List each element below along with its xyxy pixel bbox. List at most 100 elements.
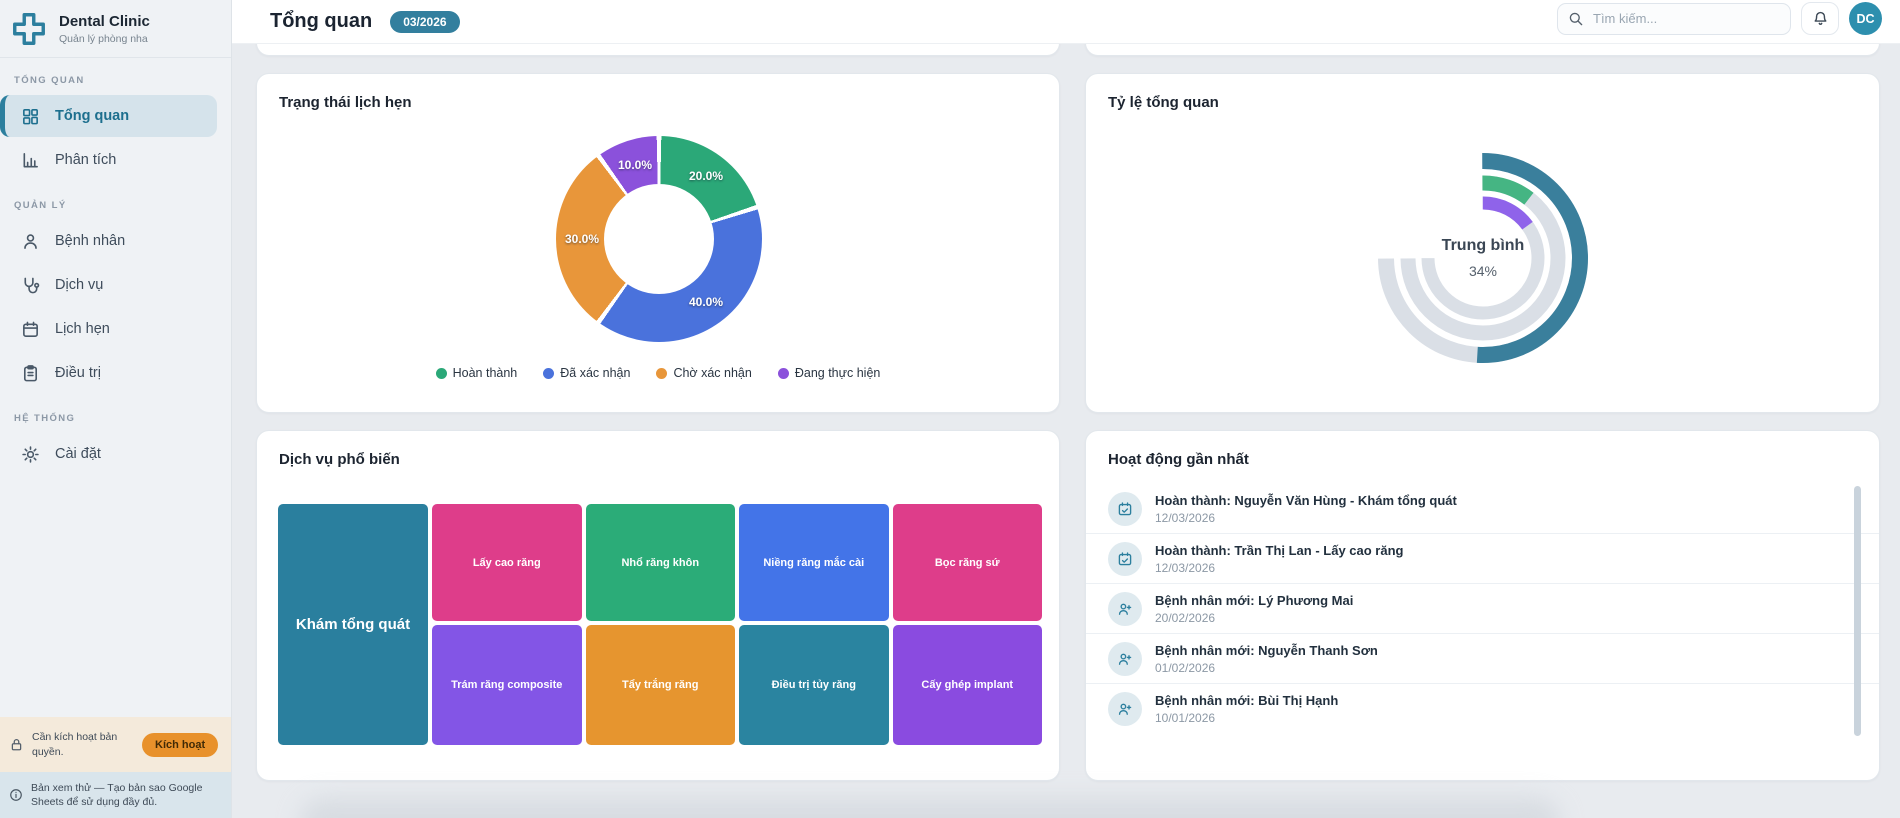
card-title: Trạng thái lịch hẹn	[279, 94, 412, 111]
activity-list-item: Bệnh nhân mới: Lý Phương Mai 20/02/2026	[1086, 584, 1879, 634]
legend-item: Đang thực hiện	[777, 366, 881, 380]
gauge-label: Trung bình	[1441, 237, 1525, 254]
activity-scrollbar[interactable]	[1854, 486, 1861, 736]
treemap-cell: Tẩy trắng răng	[585, 625, 735, 745]
legend-label: Hoàn thành	[452, 366, 518, 380]
license-notice: Cần kích hoạt bản quyền. Kích hoạt	[0, 717, 231, 772]
sidebar-item-phan-tich[interactable]: Phân tích	[0, 139, 217, 181]
sidebar-item-lich-hen[interactable]: Lịch hẹn	[0, 308, 217, 350]
treemap-cell: Nhổ răng khôn	[585, 504, 735, 621]
radial-gauge-chart: Trung bình 34%	[1373, 148, 1593, 368]
legend-label: Đang thực hiện	[794, 366, 881, 380]
app-name: Dental Clinic	[59, 13, 150, 31]
medical-cross-icon	[13, 13, 45, 45]
legend-item: Chờ xác nhận	[656, 366, 752, 380]
search-input[interactable]	[1557, 2, 1791, 35]
trial-text: Bản xem thử — Tạo bản sao Google Sheets …	[31, 781, 203, 808]
overview-ratio-card: Tỷ lệ tổng quan Trung bình 34%	[1085, 73, 1880, 413]
activity-date: 12/03/2026	[1155, 560, 1216, 575]
sidebar-item-cai-dat[interactable]: Cài đặt	[0, 433, 217, 475]
legend-item: Đã xác nhận	[543, 366, 630, 380]
sidebar-item-label: Lịch hẹn	[55, 321, 110, 337]
card-title: Dịch vụ phổ biến	[279, 451, 400, 468]
person-icon	[24, 233, 37, 249]
bottom-shadow-blob	[300, 798, 1560, 818]
activity-title: Bệnh nhân mới: Nguyễn Thanh Sơn	[1155, 642, 1378, 658]
treemap-cell: Khám tổng quát	[278, 504, 428, 745]
calendar-check-icon	[1108, 491, 1142, 526]
treemap-cell: Niềng răng mắc cài	[739, 504, 889, 621]
sidebar-item-tong-quan[interactable]: Tổng quan	[0, 95, 217, 137]
sidebar-item-dieu-tri[interactable]: Điều trị	[0, 352, 217, 394]
bar-chart-icon	[23, 152, 38, 167]
dashboard-icon	[23, 108, 38, 124]
sidebar: Dental Clinic Quản lý phòng nha TỔNG QUA…	[0, 0, 232, 818]
lock-icon	[11, 739, 22, 751]
treemap-cell: Bọc răng sứ	[892, 504, 1042, 621]
recent-activity-card: Hoạt động gần nhất Hoàn thành: Nguyễn Vă…	[1085, 430, 1880, 781]
search-box	[1557, 2, 1791, 35]
legend-label: Đã xác nhận	[560, 366, 631, 380]
section-label-system: HỆ THỐNG	[14, 413, 76, 424]
legend-dot	[656, 367, 668, 379]
calendar-icon	[23, 321, 38, 337]
section-label-overview: TỔNG QUAN	[14, 75, 85, 86]
activity-list-item: Bệnh nhân mới: Bùi Thị Hạnh 10/01/2026	[1086, 684, 1879, 734]
sidebar-item-label: Dịch vụ	[55, 277, 104, 293]
notifications-button[interactable]	[1801, 2, 1839, 35]
sidebar-item-label: Cài đặt	[55, 446, 101, 462]
stethoscope-icon	[24, 277, 40, 293]
appointment-status-card: Trạng thái lịch hẹn 20.0% 40.0% 30.0% 10…	[256, 73, 1060, 413]
page-title: Tổng quan	[270, 10, 373, 32]
activity-date: 12/03/2026	[1155, 510, 1216, 525]
activity-date: 01/02/2026	[1155, 660, 1216, 675]
treemap-cell: Lấy cao răng	[432, 504, 582, 621]
search-icon	[1569, 12, 1583, 25]
sidebar-item-dich-vu[interactable]: Dịch vụ	[0, 264, 217, 306]
activity-title: Hoàn thành: Nguyễn Văn Hùng - Khám tổng …	[1155, 492, 1457, 508]
appointment-donut-chart: 20.0% 40.0% 30.0% 10.0%	[556, 136, 762, 342]
activity-list-item: Bệnh nhân mới: Nguyễn Thanh Sơn 01/02/20…	[1086, 634, 1879, 684]
app-logo: Dental Clinic Quản lý phòng nha	[0, 0, 231, 57]
license-text: Cần kích hoạt bản quyền.	[32, 731, 118, 758]
person-plus-icon	[1108, 591, 1142, 626]
user-avatar[interactable]: DC	[1849, 2, 1882, 35]
section-label-management: QUẢN LÝ	[14, 200, 67, 211]
treemap-cell: Điều trị tủy răng	[739, 625, 889, 745]
sidebar-item-label: Bệnh nhân	[55, 233, 126, 249]
popular-services-card: Dịch vụ phổ biến Khám tổng quát Lấy cao …	[256, 430, 1060, 781]
calendar-check-icon	[1108, 541, 1142, 576]
activity-date: 20/02/2026	[1155, 610, 1216, 625]
activate-button[interactable]: Kích hoạt	[142, 732, 219, 757]
activity-title: Bệnh nhân mới: Bùi Thị Hạnh	[1155, 693, 1339, 708]
sidebar-item-label: Tổng quan	[55, 108, 130, 124]
top-header: Tổng quan 03/2026 DC	[232, 0, 1900, 44]
legend-label: Chờ xác nhận	[673, 366, 752, 380]
donut-label: 40.0%	[688, 295, 724, 309]
sidebar-item-label: Phân tích	[55, 152, 117, 168]
bell-icon	[1814, 11, 1826, 25]
trial-notice: Bản xem thử — Tạo bản sao Google Sheets …	[0, 772, 231, 818]
donut-legend: Hoàn thành Đã xác nhận Chờ xác nhận Đang…	[257, 366, 1059, 380]
activity-date: 10/01/2026	[1155, 711, 1216, 725]
info-icon	[10, 789, 22, 801]
activity-list: Hoàn thành: Nguyễn Văn Hùng - Khám tổng …	[1086, 484, 1879, 734]
services-treemap-chart: Khám tổng quát Lấy cao răng Nhổ răng khô…	[278, 504, 1042, 745]
activity-list-item: Hoàn thành: Nguyễn Văn Hùng - Khám tổng …	[1086, 484, 1879, 534]
clipboard-icon	[23, 364, 38, 381]
treemap-grid: Lấy cao răng Nhổ răng khôn Niềng răng mắ…	[432, 504, 1042, 745]
sidebar-item-benh-nhan[interactable]: Bệnh nhân	[0, 220, 217, 262]
app-subtitle: Quản lý phòng nha	[59, 32, 148, 45]
treemap-cell: Trám răng composite	[432, 625, 582, 745]
person-plus-icon	[1108, 641, 1142, 676]
treemap-cell: Cấy ghép implant	[892, 625, 1042, 745]
gear-icon	[22, 445, 39, 463]
donut-label: 10.0%	[617, 158, 653, 172]
period-badge: 03/2026	[390, 10, 460, 33]
gauge-value: 34%	[1468, 263, 1498, 279]
legend-dot	[435, 367, 447, 379]
gauge-center-text: Trung bình 34%	[1373, 148, 1593, 368]
activity-list-item: Hoàn thành: Trần Thị Lan - Lấy cao răng …	[1086, 534, 1879, 584]
sidebar-item-label: Điều trị	[55, 365, 101, 381]
